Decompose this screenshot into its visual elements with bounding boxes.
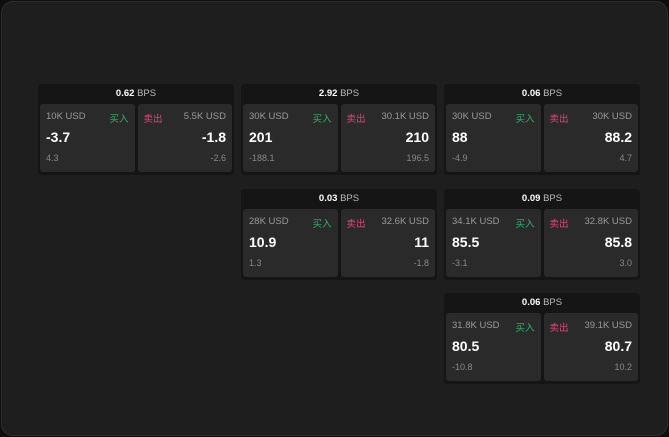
spread-header: 0.06 BPS (444, 293, 640, 313)
sell-card[interactable]: 卖出 30.1K USD 210 196.5 (340, 104, 435, 172)
sell-card[interactable]: 卖出 39.1K USD 80.7 10.2 (543, 313, 638, 381)
bid-change: -4.9 (452, 153, 468, 163)
ask-change: 10.2 (614, 362, 632, 372)
bid-size: 10K USD (46, 111, 86, 122)
ask-price: 85.8 (604, 234, 632, 250)
bid-price: 80.5 (452, 338, 480, 354)
bid-size: 28K USD (249, 216, 289, 227)
ask-change: 3.0 (619, 258, 632, 268)
ask-size: 30.1K USD (381, 111, 429, 122)
sell-card[interactable]: 卖出 32.6K USD 11 -1.8 (340, 209, 435, 277)
buy-label: 买入 (515, 323, 535, 334)
sell-label: 卖出 (143, 114, 163, 125)
ask-price: -1.8 (201, 129, 226, 145)
spread-header: 0.03 BPS (241, 189, 437, 209)
sell-card[interactable]: 卖出 32.8K USD 85.8 3.0 (543, 209, 638, 277)
spread-value: 0.06 (521, 297, 541, 308)
spread-header: 0.09 BPS (444, 189, 640, 209)
buy-card[interactable]: 34.1K USD 买入 85.5 -3.1 (446, 209, 541, 277)
sell-label: 卖出 (549, 114, 569, 125)
sell-card[interactable]: 卖出 5.5K USD -1.8 -2.6 (137, 104, 232, 172)
sell-label: 卖出 (549, 323, 569, 334)
bid-price: 85.5 (452, 234, 480, 250)
ask-change: -2.6 (210, 153, 226, 163)
ask-size: 39.1K USD (584, 320, 632, 331)
sell-label: 卖出 (549, 219, 569, 230)
buy-label: 买入 (312, 114, 332, 125)
sell-label: 卖出 (346, 114, 366, 125)
ask-size: 30K USD (592, 111, 632, 122)
spread-value: 0.06 (521, 88, 541, 99)
bid-size: 30K USD (452, 111, 492, 122)
bid-change: -188.1 (249, 153, 275, 163)
spread-value: 0.09 (521, 193, 541, 204)
spread-unit: BPS (543, 193, 563, 204)
buy-label: 买入 (515, 114, 535, 125)
spread-header: 0.62 BPS (38, 84, 234, 104)
spread-header: 0.06 BPS (444, 84, 640, 104)
sell-label: 卖出 (346, 219, 366, 230)
bid-change: -10.8 (452, 362, 473, 372)
ask-price: 11 (414, 234, 429, 250)
bid-price: 10.9 (249, 234, 277, 250)
quote-panel: 0.06 BPS 31.8K USD 买入 80.5 -10.8 卖出 39.1… (444, 293, 640, 384)
bid-change: 1.3 (249, 258, 262, 268)
bid-change: 4.3 (46, 153, 59, 163)
ask-price: 88.2 (604, 129, 632, 145)
ask-price: 80.7 (604, 338, 632, 354)
bid-size: 30K USD (249, 111, 289, 122)
buy-card[interactable]: 10K USD 买入 -3.7 4.3 (40, 104, 135, 172)
buy-label: 买入 (515, 219, 535, 230)
buy-label: 买入 (312, 219, 332, 230)
bid-price: 88 (452, 129, 468, 145)
bid-size: 31.8K USD (452, 320, 500, 331)
buy-card[interactable]: 31.8K USD 买入 80.5 -10.8 (446, 313, 541, 381)
spread-header: 2.92 BPS (241, 84, 437, 104)
buy-card[interactable]: 30K USD 买入 88 -4.9 (446, 104, 541, 172)
quote-panel: 2.92 BPS 30K USD 买入 201 -188.1 卖出 30.1K … (241, 84, 437, 175)
quote-panel: 0.03 BPS 28K USD 买入 10.9 1.3 卖出 32.6K US… (241, 189, 437, 280)
quote-panel: 0.62 BPS 10K USD 买入 -3.7 4.3 卖出 5.5K USD… (38, 84, 234, 175)
buy-card[interactable]: 28K USD 买入 10.9 1.3 (243, 209, 338, 277)
bid-size: 34.1K USD (452, 216, 500, 227)
spread-unit: BPS (340, 88, 360, 99)
bid-price: 201 (249, 129, 273, 145)
ask-change: 196.5 (406, 153, 429, 163)
buy-card[interactable]: 30K USD 买入 201 -188.1 (243, 104, 338, 172)
quote-panel: 0.09 BPS 34.1K USD 买入 85.5 -3.1 卖出 32.8K… (444, 189, 640, 280)
spread-value: 0.03 (318, 193, 338, 204)
spread-value: 0.62 (115, 88, 135, 99)
buy-label: 买入 (109, 114, 129, 125)
ask-size: 32.6K USD (381, 216, 429, 227)
ask-size: 5.5K USD (183, 111, 226, 122)
spread-unit: BPS (340, 193, 360, 204)
spread-value: 2.92 (318, 88, 338, 99)
spread-unit: BPS (137, 88, 157, 99)
bid-price: -3.7 (46, 129, 71, 145)
ask-size: 32.8K USD (584, 216, 632, 227)
spread-unit: BPS (543, 297, 563, 308)
spread-unit: BPS (543, 88, 563, 99)
ask-change: -1.8 (413, 258, 429, 268)
ask-change: 4.7 (619, 153, 632, 163)
bid-change: -3.1 (452, 258, 468, 268)
ask-price: 210 (405, 129, 429, 145)
quote-panel: 0.06 BPS 30K USD 买入 88 -4.9 卖出 30K USD 8… (444, 84, 640, 175)
sell-card[interactable]: 卖出 30K USD 88.2 4.7 (543, 104, 638, 172)
